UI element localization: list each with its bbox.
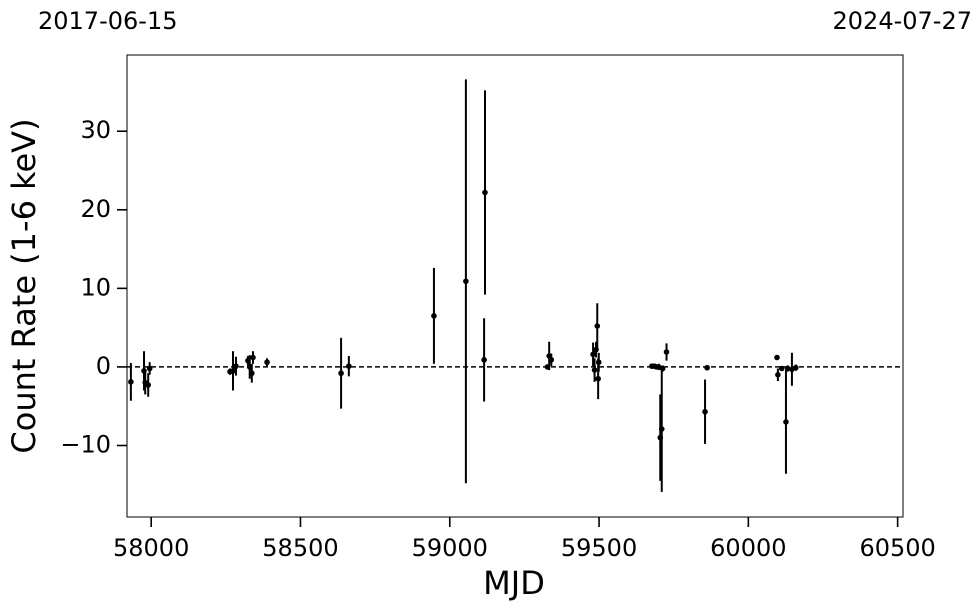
data-point [146,365,153,372]
data-point [145,382,151,388]
data-point [595,359,602,366]
data-point [481,357,487,363]
end-date-label: 2024-07-27 [833,7,972,35]
data-point [250,354,256,361]
data-point [230,368,236,374]
data-point [775,371,781,378]
x-tick-label: 58500 [262,534,338,562]
x-axis-label: MJD [483,564,545,602]
data-point [783,419,789,425]
x-tick-label: 60000 [710,534,786,562]
y-tick-label: 10 [80,273,111,301]
plot-frame [126,54,904,518]
data-point [659,365,666,372]
data-point [784,365,791,372]
data-point [128,379,134,385]
data-point [233,363,239,369]
x-tick-label: 60500 [859,534,935,562]
x-tick-label: 59000 [412,534,488,562]
data-point [431,313,437,319]
x-tick-label: 58000 [113,534,189,562]
data-point [663,349,670,355]
data-point [704,364,710,371]
x-tick-label: 59500 [561,534,637,562]
data-point [338,370,344,377]
data-point [793,364,799,371]
data-point [264,359,270,366]
data-point [463,278,469,285]
data-point [590,351,596,358]
start-date-label: 2017-06-15 [38,7,177,35]
y-tick-label: 0 [96,352,111,380]
y-tick-label: −10 [60,431,111,459]
y-tick-label: 20 [80,195,111,223]
data-point [774,354,780,361]
data-point [548,357,555,363]
data-point [346,363,352,369]
data-point [594,323,601,329]
y-axis-label: Count Rate (1-6 keV) [5,118,43,453]
data-point [595,375,601,382]
data-point [778,365,785,372]
data-point [482,189,488,196]
data-point [249,370,255,377]
data-point [591,367,598,373]
data-point [702,408,708,415]
data-point [658,426,665,432]
y-tick-label: 30 [80,116,111,144]
